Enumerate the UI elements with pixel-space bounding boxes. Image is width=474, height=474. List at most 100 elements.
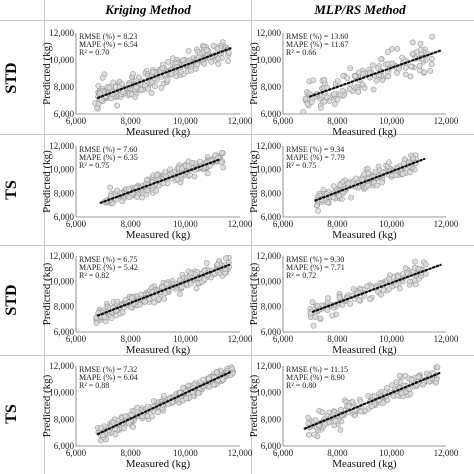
stats-text: RMSE (%) = 13.60 <box>286 32 348 41</box>
data-point <box>153 187 159 194</box>
data-point <box>220 164 227 171</box>
y-tick-label: 12,000 <box>256 251 281 261</box>
data-point <box>389 60 396 67</box>
stats-text: MAPE (%) = 8.90 <box>286 373 345 382</box>
data-point <box>411 264 418 271</box>
data-point <box>347 300 353 307</box>
x-tick-label: 12,000 <box>434 334 459 344</box>
data-point <box>225 58 231 65</box>
data-point <box>163 281 170 288</box>
stats-text: MAPE (%) = 6.54 <box>79 40 138 49</box>
data-point <box>165 59 172 65</box>
scatter-panel-4: 6,000 8,000 10,000 12,000 6,000 8,000 10,000 12… <box>248 141 459 241</box>
stats-text: R² = 0.82 <box>79 271 109 280</box>
data-point <box>174 176 181 182</box>
data-point <box>346 86 353 93</box>
data-point <box>345 403 352 410</box>
data-point <box>385 73 392 80</box>
data-point <box>205 375 212 382</box>
x-axis-label: Measured (kg) <box>126 458 191 470</box>
x-tick-label: 10,000 <box>173 448 198 458</box>
data-point <box>399 54 405 61</box>
x-tick-label: 8,000 <box>121 219 142 229</box>
data-point <box>164 77 171 84</box>
data-point <box>114 187 121 194</box>
data-point <box>188 270 194 277</box>
trend-line <box>309 49 442 98</box>
data-point <box>421 69 427 75</box>
y-tick-label: 8,000 <box>261 82 282 92</box>
x-tick-label: 12,000 <box>228 334 253 344</box>
data-point <box>373 77 380 84</box>
data-point <box>380 287 387 293</box>
x-tick-label: 10,000 <box>379 334 404 344</box>
scatter-panel-6: 6,000 8,000 10,000 12,000 6,000 8,000 10,000 12… <box>248 251 459 356</box>
data-point <box>357 399 364 405</box>
y-tick-label: 10,000 <box>256 388 281 398</box>
data-point <box>408 63 414 70</box>
data-point <box>400 160 407 167</box>
data-point <box>185 382 192 389</box>
data-point <box>371 393 378 399</box>
data-point <box>321 98 328 105</box>
stats-text: R² = 0.66 <box>286 48 316 57</box>
data-point <box>160 392 167 399</box>
data-point <box>396 285 403 292</box>
scatter-panel-8: 6,000 8,000 10,000 12,000 6,000 8,000 10,000 12… <box>248 361 459 470</box>
data-point <box>345 180 352 187</box>
stats-text: RMSE (%) = 11.15 <box>286 365 348 374</box>
x-tick-label: 6,000 <box>273 334 294 344</box>
y-tick-label: 6,000 <box>261 327 282 337</box>
x-tick-label: 8,000 <box>327 116 348 126</box>
data-point <box>378 56 384 63</box>
data-point <box>434 364 441 371</box>
data-point <box>99 74 106 81</box>
scatter-panels: 6,000 8,000 10,000 12,000 6,000 8,000 10,000 12… <box>41 28 459 470</box>
data-point <box>374 182 380 189</box>
data-point <box>146 296 153 303</box>
x-axis-label: Measured (kg) <box>126 126 191 138</box>
data-point <box>334 78 341 84</box>
data-point <box>201 267 208 274</box>
data-point <box>428 61 435 68</box>
data-point <box>365 182 371 189</box>
data-point <box>98 425 104 432</box>
stats-text: MAPE (%) = 5.42 <box>79 263 138 272</box>
row-label-3: STD <box>3 284 20 315</box>
x-tick-label: 12,000 <box>228 219 253 229</box>
trend-line <box>96 263 231 317</box>
x-tick-label: 6,000 <box>66 334 87 344</box>
data-point <box>312 417 319 423</box>
data-point <box>180 57 186 63</box>
data-point <box>132 93 138 100</box>
data-point <box>195 390 202 396</box>
data-point <box>203 260 210 266</box>
x-tick-label: 6,000 <box>273 219 294 229</box>
data-point <box>161 296 168 302</box>
stats-text: R² = 0.75 <box>286 161 316 170</box>
x-tick-label: 8,000 <box>327 219 348 229</box>
data-point <box>210 42 217 49</box>
data-point <box>187 280 194 287</box>
data-point <box>406 278 413 285</box>
y-tick-label: 8,000 <box>54 82 75 92</box>
x-axis-label: Measured (kg) <box>332 126 397 138</box>
data-point <box>180 384 186 391</box>
data-point <box>215 61 222 67</box>
data-point <box>402 64 409 71</box>
y-tick-label: 10,000 <box>256 55 281 65</box>
scatter-panel-2: 6,000 8,000 10,000 12,000 6,000 8,000 10,000 12… <box>248 28 459 138</box>
data-point <box>412 258 418 265</box>
data-point <box>178 284 185 290</box>
stats-text: MAPE (%) = 7.71 <box>286 263 345 272</box>
data-point <box>429 33 436 40</box>
data-point <box>422 261 429 268</box>
data-point <box>409 39 416 46</box>
data-point <box>315 207 321 214</box>
data-point <box>388 46 395 52</box>
data-point <box>416 62 423 69</box>
data-point <box>148 90 155 96</box>
data-point <box>321 76 328 83</box>
